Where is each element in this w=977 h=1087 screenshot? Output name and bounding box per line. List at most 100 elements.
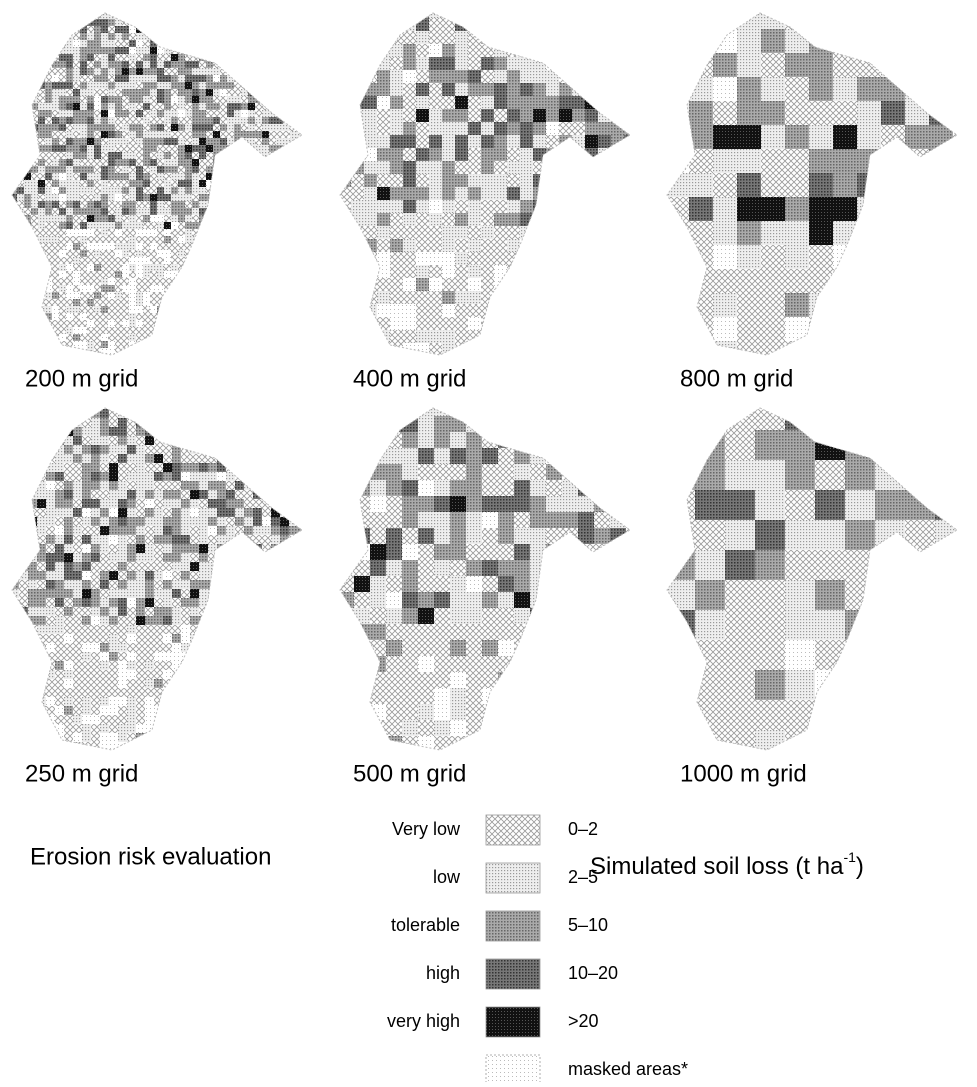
map-cell <box>82 580 91 589</box>
map-cell <box>276 96 283 103</box>
map-cell <box>208 643 217 652</box>
map-cell <box>108 138 115 145</box>
map-cell <box>226 607 235 616</box>
map-cell <box>190 742 199 751</box>
map-cell <box>455 109 468 122</box>
map-cell <box>450 464 466 480</box>
map-cell <box>220 166 227 173</box>
map-cell <box>262 285 269 292</box>
map-cell <box>127 544 136 553</box>
map-cell <box>370 528 386 544</box>
map-cell <box>199 544 208 553</box>
map-cell <box>929 53 953 77</box>
map-cell <box>115 117 122 124</box>
map-cell <box>235 517 244 526</box>
map-cell <box>208 427 217 436</box>
map-cell <box>494 252 507 265</box>
map-cell <box>52 19 59 26</box>
map-cell <box>100 517 109 526</box>
map-cell <box>235 562 244 571</box>
map-cell <box>80 208 87 215</box>
map-cell <box>199 131 206 138</box>
map-cell <box>833 101 857 125</box>
map-cell <box>809 317 833 341</box>
map-cell <box>217 607 226 616</box>
map-cell <box>881 317 905 341</box>
map-cell <box>164 82 171 89</box>
map-cell <box>280 670 289 679</box>
map-cell <box>304 215 311 222</box>
map-cell <box>164 159 171 166</box>
map-cell <box>234 327 241 334</box>
map-cell <box>253 688 262 697</box>
map-cell <box>244 571 253 580</box>
map-cell <box>199 166 206 173</box>
map-cell <box>905 640 935 670</box>
map-cell <box>482 688 498 704</box>
map-cell <box>100 463 109 472</box>
map-cell <box>418 640 434 656</box>
map-cell <box>929 5 953 29</box>
map-cell <box>19 553 28 562</box>
map-cell <box>171 96 178 103</box>
map-cell <box>213 54 220 61</box>
map-cell <box>418 608 434 624</box>
map-cell <box>255 75 262 82</box>
map-cell <box>171 19 178 26</box>
map-cell <box>10 75 17 82</box>
map-cell <box>178 299 185 306</box>
map-cell <box>19 580 28 589</box>
map-cell <box>181 463 190 472</box>
map-cell <box>208 508 217 517</box>
map-cell <box>38 327 45 334</box>
map-cell <box>289 445 298 454</box>
map-cell <box>150 152 157 159</box>
map-cell <box>304 292 311 299</box>
map-cell <box>290 229 297 236</box>
map-cell <box>185 103 192 110</box>
map-cell <box>351 96 364 109</box>
map-cell <box>129 257 136 264</box>
map-cell <box>178 131 185 138</box>
map-cell <box>283 26 290 33</box>
map-cell <box>626 544 642 560</box>
map-cell <box>190 652 199 661</box>
map-cell <box>307 742 316 751</box>
map-cell <box>181 607 190 616</box>
map-cell <box>494 278 507 291</box>
map-cell <box>665 173 689 197</box>
map-cell <box>248 166 255 173</box>
map-cell <box>59 194 66 201</box>
map-cell <box>17 19 24 26</box>
map-cell <box>494 122 507 135</box>
map-cell <box>115 306 122 313</box>
map-cell <box>271 625 280 634</box>
map-cell <box>199 236 206 243</box>
map-cell <box>28 535 37 544</box>
map-cell <box>785 29 809 53</box>
map-cell <box>136 40 143 47</box>
map-cell <box>507 5 520 18</box>
map-cell <box>185 131 192 138</box>
map-cell <box>73 598 82 607</box>
map-cell <box>289 715 298 724</box>
map-cell <box>255 243 262 250</box>
map-cell <box>248 278 255 285</box>
map-cell <box>481 70 494 83</box>
map-cell <box>143 222 150 229</box>
map-cell <box>785 430 815 460</box>
map-cell <box>298 571 307 580</box>
map-cell <box>55 679 64 688</box>
map-cell <box>136 215 143 222</box>
map-cell <box>304 145 311 152</box>
map-cell <box>38 187 45 194</box>
map-cell <box>10 54 17 61</box>
map-cell <box>66 40 73 47</box>
map-cell <box>585 252 598 265</box>
map-cell <box>351 148 364 161</box>
map-cell <box>115 341 122 348</box>
map-cell <box>271 499 280 508</box>
map-cell <box>17 47 24 54</box>
map-cell <box>172 427 181 436</box>
map-cell <box>178 159 185 166</box>
